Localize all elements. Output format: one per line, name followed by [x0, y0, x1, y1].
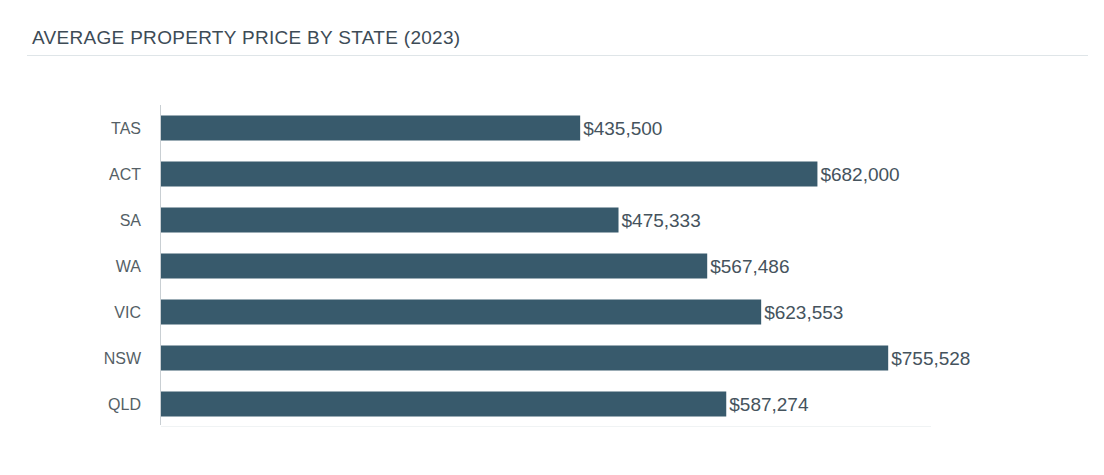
- bars: [161, 116, 888, 417]
- data-label: $587,274: [729, 394, 809, 415]
- category-label: QLD: [108, 396, 141, 413]
- bar: [161, 254, 707, 279]
- category-label: VIC: [114, 304, 141, 321]
- category-label: TAS: [111, 120, 141, 137]
- bar: [161, 392, 726, 417]
- bar: [161, 208, 619, 233]
- value-axis-range: [161, 426, 931, 427]
- data-label: $623,553: [764, 302, 843, 323]
- data-label: $475,333: [622, 210, 701, 231]
- category-label: WA: [116, 258, 142, 275]
- bar: [161, 346, 888, 371]
- category-axis: [160, 105, 161, 425]
- category-label: NSW: [104, 350, 142, 367]
- data-label: $435,500: [583, 118, 662, 139]
- category-label: ACT: [109, 166, 141, 183]
- bar: [161, 116, 580, 141]
- data-label: $567,486: [710, 256, 789, 277]
- chart: AVERAGE PROPERTY PRICE BY STATE (2023) TA…: [0, 0, 1104, 475]
- title-rule: [27, 55, 1088, 56]
- bar: [161, 300, 761, 325]
- category-label: SA: [120, 212, 142, 229]
- chart-title: AVERAGE PROPERTY PRICE BY STATE (2023): [32, 27, 460, 48]
- data-label: $682,000: [820, 164, 899, 185]
- data-label: $755,528: [891, 348, 970, 369]
- bar: [161, 162, 817, 187]
